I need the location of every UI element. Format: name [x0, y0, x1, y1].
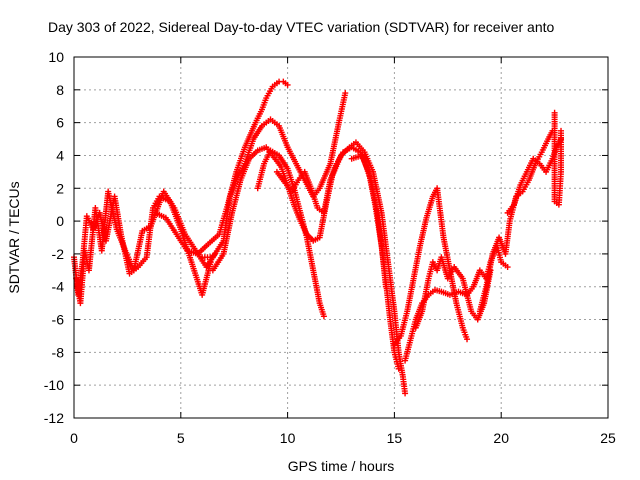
data-point	[464, 336, 471, 343]
x-axis-ticks: 0 5 10 15 20 25	[70, 57, 616, 446]
y-tick-label: -2	[52, 246, 65, 262]
x-tick-label: 10	[280, 430, 296, 446]
data-point	[402, 390, 409, 397]
data-point	[320, 313, 327, 320]
y-tick-label: 8	[56, 82, 64, 98]
y-tick-label: -12	[44, 410, 64, 426]
data-point	[504, 264, 511, 271]
x-tick-label: 0	[70, 430, 78, 446]
x-axis-label: GPS time / hours	[288, 458, 395, 474]
x-tick-label: 5	[177, 430, 185, 446]
y-tick-label: -4	[52, 279, 65, 295]
data-point	[395, 365, 402, 372]
plot-frame	[73, 56, 609, 419]
data-point	[558, 127, 565, 134]
x-tick-label: 20	[493, 430, 509, 446]
data-points	[71, 78, 565, 397]
y-tick-label: 10	[48, 49, 64, 65]
y-axis-ticks: -12 -10 -8 -6 -4 -2 0 2 4 6 8 10	[44, 49, 608, 426]
y-axis-label: SDTVAR / TECUs	[6, 181, 22, 293]
chart-title: Day 303 of 2022, Sidereal Day-to-day VTE…	[48, 19, 555, 35]
x-tick-label: 15	[387, 430, 403, 446]
data-point	[342, 90, 349, 97]
x-tick-label: 25	[600, 430, 616, 446]
y-tick-label: -8	[52, 344, 65, 360]
y-tick-label: 6	[56, 115, 64, 131]
data-point	[284, 81, 291, 88]
y-tick-label: 2	[56, 180, 64, 196]
y-tick-label: 4	[56, 147, 64, 163]
y-tick-label: 0	[56, 213, 64, 229]
y-tick-label: -10	[44, 377, 64, 393]
y-tick-label: -6	[52, 312, 65, 328]
